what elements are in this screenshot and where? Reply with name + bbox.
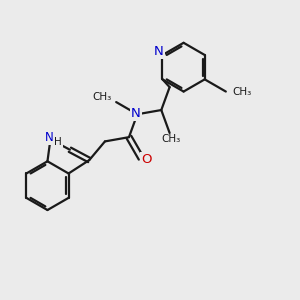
Text: O: O (141, 153, 152, 166)
Text: N: N (131, 107, 141, 120)
Text: N: N (154, 45, 164, 58)
Text: CH₃: CH₃ (232, 86, 252, 97)
Text: N: N (45, 131, 53, 144)
Text: CH₃: CH₃ (161, 134, 181, 145)
Text: H: H (54, 137, 62, 147)
Text: CH₃: CH₃ (92, 92, 112, 102)
